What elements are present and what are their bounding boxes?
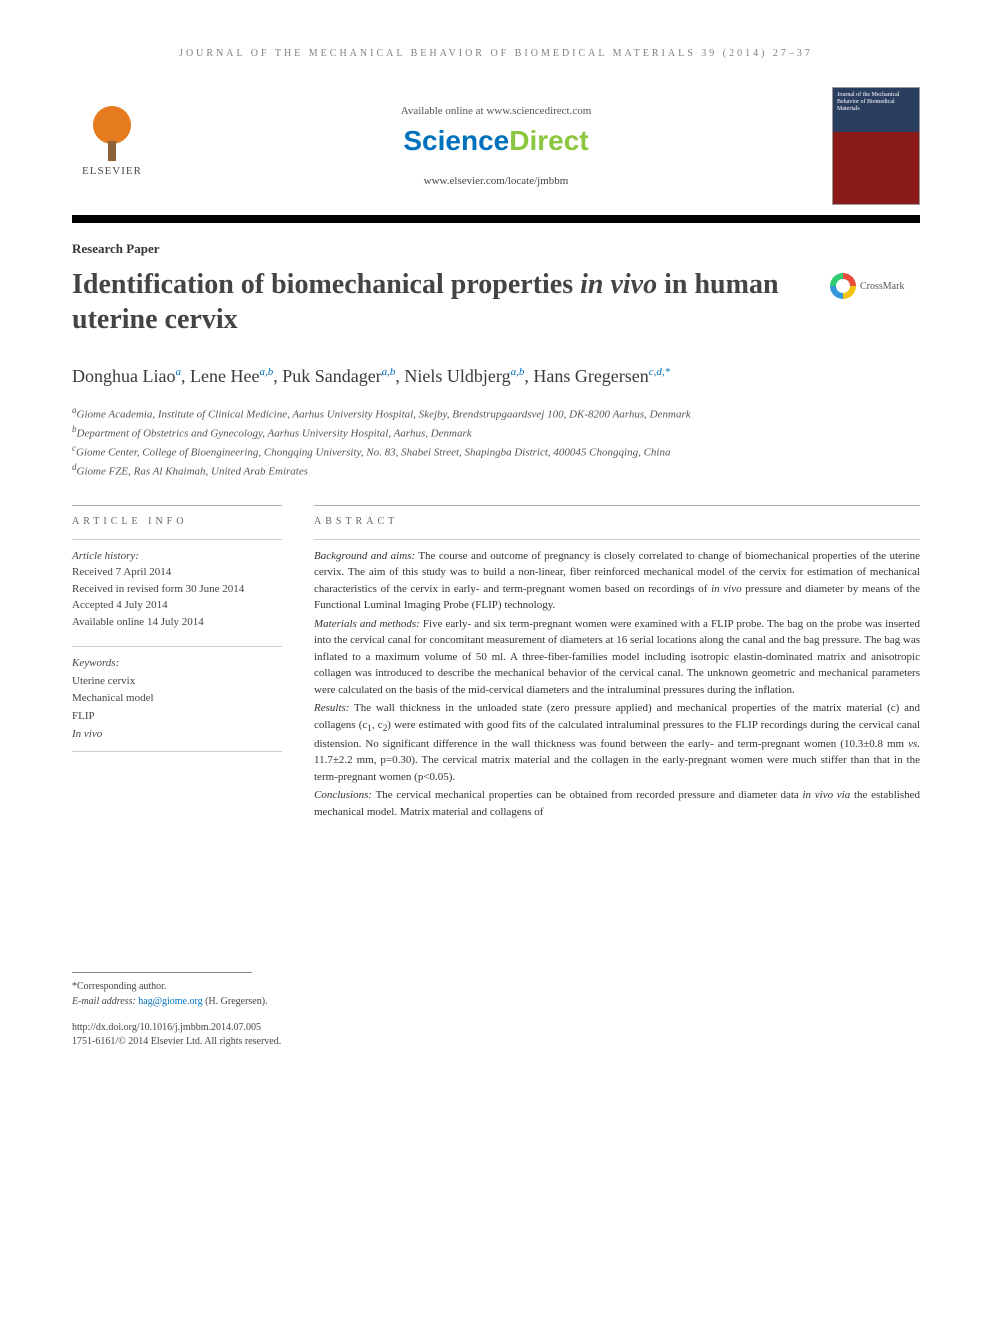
author-3: Puk Sandagera,b [282, 366, 395, 386]
affiliation-a: aGiome Academia, Institute of Clinical M… [72, 404, 920, 423]
corr-author: *Corresponding author. [72, 979, 920, 994]
crossmark-icon [830, 273, 856, 299]
journal-cover-thumbnail: Journal of the Mechanical Behavior of Bi… [832, 87, 920, 205]
elsevier-label: ELSEVIER [82, 165, 142, 177]
copyright-line: 1751-6161/© 2014 Elsevier Ltd. All right… [72, 1035, 920, 1049]
email-line: E-mail address: hag@giome.org (H. Greger… [72, 994, 920, 1009]
footnote-rule [72, 972, 252, 973]
author-1: Donghua Liaoa [72, 366, 181, 386]
history-online: Available online 14 July 2014 [72, 614, 282, 631]
running-head: JOURNAL OF THE MECHANICAL BEHAVIOR OF BI… [72, 48, 920, 59]
crossmark-label: CrossMark [860, 281, 904, 292]
history-revised: Received in revised form 30 June 2014 [72, 581, 282, 598]
elsevier-logo: ELSEVIER [72, 101, 152, 191]
keywords-label: Keywords: [72, 655, 282, 673]
affiliations: aGiome Academia, Institute of Clinical M… [72, 404, 920, 481]
abstract-results: Results: The wall thickness in the unloa… [314, 700, 920, 785]
history-received: Received 7 April 2014 [72, 564, 282, 581]
available-online-text: Available online at www.sciencedirect.co… [172, 105, 820, 117]
article-history: Article history: Received 7 April 2014 R… [72, 539, 282, 631]
title-prefix: Identification of biomechanical properti… [72, 269, 580, 300]
author-2: Lene Heea,b [190, 366, 273, 386]
abstract-heading: ABSTRACT [314, 505, 920, 527]
affiliation-b: bDepartment of Obstetrics and Gynecology… [72, 423, 920, 442]
black-divider-rule [72, 215, 920, 223]
corresponding-author-footnote: *Corresponding author. E-mail address: h… [72, 979, 920, 1009]
paper-title: Identification of biomechanical properti… [72, 267, 810, 337]
doi-block: http://dx.doi.org/10.1016/j.jmbbm.2014.0… [72, 1021, 920, 1049]
abstract-body: Background and aims: The course and outc… [314, 539, 920, 820]
sciencedirect-logo: ScienceDirect [172, 125, 820, 157]
history-accepted: Accepted 4 July 2014 [72, 597, 282, 614]
author-email-link[interactable]: hag@giome.org [138, 996, 202, 1007]
keyword-4: In vivo [72, 726, 282, 744]
journal-cover-title: Journal of the Mechanical Behavior of Bi… [837, 92, 915, 114]
sd-science: Science [403, 125, 509, 156]
doi-url: http://dx.doi.org/10.1016/j.jmbbm.2014.0… [72, 1021, 920, 1035]
crossmark-badge[interactable]: CrossMark [830, 273, 920, 299]
author-5: Hans Gregersenc,d,* [533, 366, 670, 386]
keywords-block: Keywords: Uterine cervix Mechanical mode… [72, 646, 282, 752]
author-4: Niels Uldbjerga,b [404, 366, 524, 386]
elsevier-tree-icon [82, 101, 142, 161]
abstract-column: ABSTRACT Background and aims: The course… [314, 505, 920, 822]
paper-type: Research Paper [72, 241, 920, 257]
author-list: Donghua Liaoa, Lene Heea,b, Puk Sandager… [72, 363, 920, 390]
keyword-3: FLIP [72, 708, 282, 726]
keyword-1: Uterine cervix [72, 673, 282, 691]
affiliation-c: cGiome Center, College of Bioengineering… [72, 442, 920, 461]
locate-url: www.elsevier.com/locate/jmbbm [172, 175, 820, 187]
history-label: Article history: [72, 548, 282, 565]
abstract-methods: Materials and methods: Five early- and s… [314, 616, 920, 699]
keyword-2: Mechanical model [72, 690, 282, 708]
abstract-background: Background and aims: The course and outc… [314, 548, 920, 614]
abstract-conclusions: Conclusions: The cervical mechanical pro… [314, 787, 920, 820]
sd-direct: Direct [509, 125, 588, 156]
masthead: ELSEVIER Available online at www.science… [72, 87, 920, 205]
article-info-heading: ARTICLE INFO [72, 505, 282, 527]
article-info-column: ARTICLE INFO Article history: Received 7… [72, 505, 282, 822]
affiliation-d: dGiome FZE, Ras Al Khaimah, United Arab … [72, 461, 920, 480]
title-italic: in vivo [580, 269, 657, 300]
